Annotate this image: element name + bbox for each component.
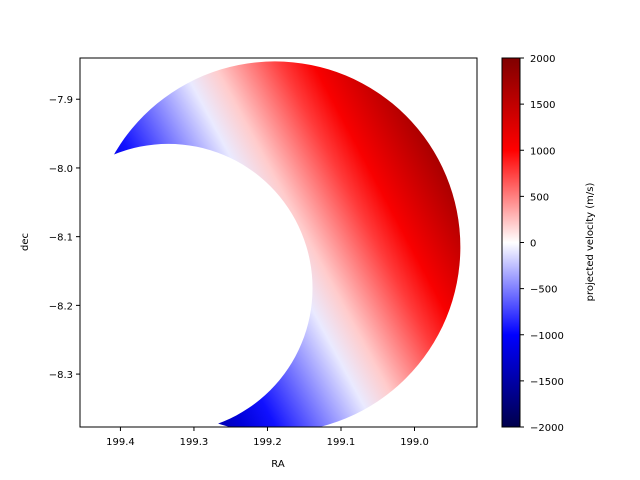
colorbar-tick-label: −1000 [530, 331, 564, 342]
x-tick-label: 199.1 [327, 437, 356, 448]
colorbar-tick-label: 1500 [530, 100, 555, 111]
colorbar-tick-label: 0 [530, 239, 536, 250]
colorbar-ticks: 2000 1500 1000 500 0 −500 −1000 −1500 −2000 [520, 54, 564, 434]
colorbar-tick-label: −500 [530, 285, 557, 296]
axes-frame [79, 57, 478, 428]
y-axis-label: dec [20, 233, 31, 251]
colorbar-label: projected velocity (m/s) [585, 183, 596, 302]
x-tick-label: 199.2 [253, 437, 282, 448]
x-tick-label: 199.0 [400, 437, 429, 448]
colorbar-tick-label: 500 [530, 192, 549, 203]
y-axis-ticks: −7.9 −8.0 −8.1 −8.2 −8.3 [49, 95, 80, 381]
colorbar-gradient [501, 57, 521, 428]
x-tick-label: 199.4 [106, 437, 135, 448]
colorbar-tick-label: −2000 [530, 423, 564, 434]
colorbar-tick-label: 2000 [530, 54, 555, 65]
colorbar-tick-label: 1000 [530, 146, 555, 157]
x-axis-ticks: 199.4 199.3 199.2 199.1 199.0 [106, 427, 429, 448]
x-tick-label: 199.3 [180, 437, 209, 448]
y-tick-label: −8.2 [49, 301, 73, 312]
y-tick-label: −7.9 [49, 95, 73, 106]
y-tick-label: −8.3 [49, 370, 73, 381]
y-tick-label: −8.1 [49, 233, 73, 244]
colorbar: 2000 1500 1000 500 0 −500 −1000 −1500 −2000 proj… [501, 54, 596, 434]
x-axis-label: RA [271, 459, 285, 470]
colorbar-tick-label: −1500 [530, 377, 564, 388]
y-tick-label: −8.0 [49, 164, 73, 175]
